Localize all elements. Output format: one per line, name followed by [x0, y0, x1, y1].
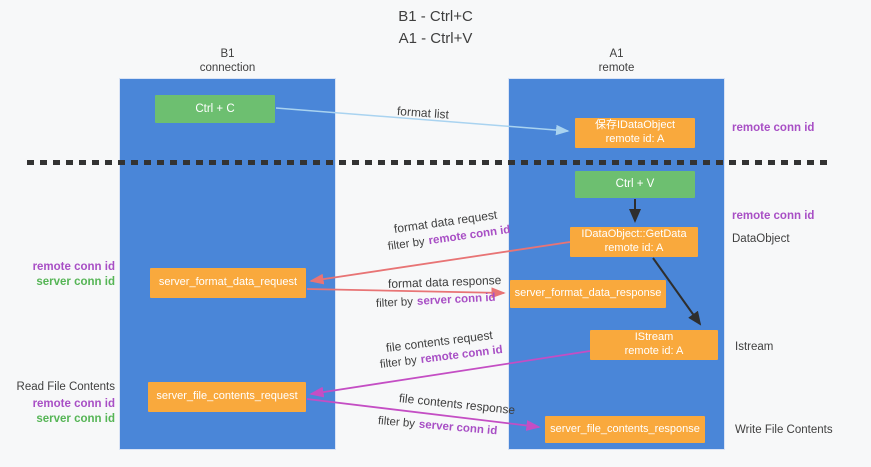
node-ctrl-c: Ctrl + C — [155, 95, 275, 123]
lifeline-b1-sub: connection — [199, 62, 256, 75]
node-ctrl-v: Ctrl + V — [575, 171, 695, 198]
label-istream: Istream — [735, 341, 774, 353]
node-save-idataobject-line1: 保存IDataObject — [594, 119, 676, 132]
label-server-conn-id-left-2: server conn id — [36, 413, 115, 425]
node-server-file-contents-response: server_file_contents_response — [545, 416, 705, 443]
label-read-file-contents: Read File Contents — [16, 381, 115, 393]
node-server-format-data-response-label: server_format_data_response — [514, 287, 662, 300]
node-idataobject-getdata-line2: remote id: A — [604, 242, 664, 254]
lifeline-header-b1: B1 connection — [119, 47, 336, 76]
node-server-format-data-response: server_format_data_response — [510, 280, 666, 308]
arrow-format-data-response — [306, 287, 506, 299]
label-write-file-contents: Write File Contents — [735, 424, 833, 436]
title-line-2: A1 - Ctrl+V — [398, 29, 473, 47]
node-server-format-data-request: server_format_data_request — [150, 268, 306, 298]
lifeline-a1-name: A1 — [609, 48, 624, 60]
label-remote-conn-id-top-right: remote conn id — [732, 122, 815, 134]
label-dataobject: DataObject — [732, 233, 790, 245]
node-server-format-data-request-label: server_format_data_request — [158, 276, 298, 289]
node-idataobject-getdata: IDataObject::GetData remote id: A — [570, 227, 698, 257]
node-istream-line1: IStream — [634, 331, 674, 344]
arrow-getdata-to-istream — [652, 257, 702, 326]
node-istream: IStream remote id: A — [590, 330, 718, 360]
label-remote-conn-id-left-1: remote conn id — [32, 261, 115, 273]
arrow-format-data-request — [309, 241, 571, 285]
diagram-title: B1 - Ctrl+C A1 - Ctrl+V — [0, 6, 871, 50]
label-server-conn-id-left-1: server conn id — [36, 276, 115, 288]
arrow-file-contents-request — [309, 350, 591, 398]
node-istream-line2: remote id: A — [624, 345, 684, 357]
node-ctrl-v-label: Ctrl + V — [615, 178, 655, 191]
node-save-idataobject-line2: remote id: A — [605, 133, 665, 145]
label-filter-format-response-prefix: filter by — [375, 296, 414, 310]
node-server-file-contents-response-label: server_file_contents_response — [550, 422, 700, 435]
node-server-file-contents-request-label: server_file_contents_request — [156, 390, 298, 403]
phase-separator-dashed-line — [27, 160, 833, 165]
title-line-1: B1 - Ctrl+C — [398, 8, 473, 25]
label-remote-conn-id-mid-right: remote conn id — [732, 210, 815, 222]
node-server-file-contents-request: server_file_contents_request — [148, 382, 306, 412]
label-remote-conn-id-left-2: remote conn id — [32, 398, 115, 410]
lifeline-a1-sub: remote — [598, 62, 635, 75]
arrow-format-list — [275, 107, 570, 136]
node-save-idataobject: 保存IDataObject remote id: A — [575, 118, 695, 148]
lifeline-header-a1: A1 remote — [508, 47, 725, 76]
node-idataobject-getdata-line1: IDataObject::GetData — [581, 228, 687, 241]
node-ctrl-c-label: Ctrl + C — [195, 102, 235, 115]
lifeline-b1-name: B1 — [220, 48, 235, 60]
arrow-file-contents-response — [306, 398, 541, 431]
